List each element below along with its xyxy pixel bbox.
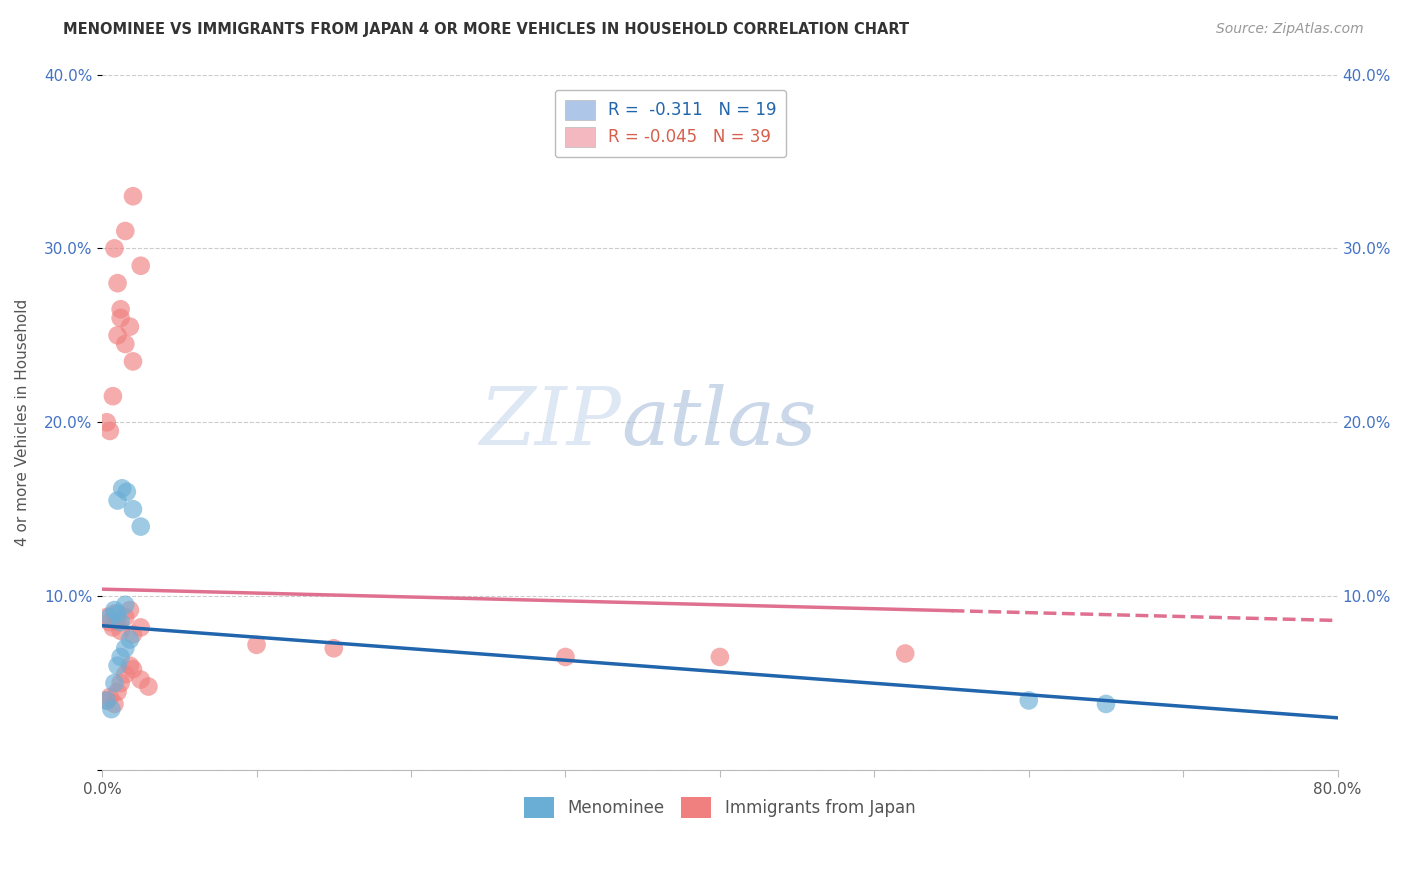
Point xyxy=(98,424,121,438)
Point xyxy=(96,693,118,707)
Point xyxy=(118,658,141,673)
Point xyxy=(1095,697,1118,711)
Point xyxy=(554,650,576,665)
Point xyxy=(129,259,152,273)
Point xyxy=(103,607,125,621)
Point xyxy=(96,693,118,707)
Text: Source: ZipAtlas.com: Source: ZipAtlas.com xyxy=(1216,22,1364,37)
Point xyxy=(110,624,132,638)
Point xyxy=(96,610,118,624)
Point xyxy=(107,658,129,673)
Point xyxy=(111,481,134,495)
Point xyxy=(894,647,917,661)
Point xyxy=(101,620,124,634)
Point xyxy=(114,337,136,351)
Point xyxy=(107,493,129,508)
Y-axis label: 4 or more Vehicles in Household: 4 or more Vehicles in Household xyxy=(15,299,30,546)
Point xyxy=(122,627,145,641)
Point xyxy=(100,702,122,716)
Point xyxy=(122,662,145,676)
Point xyxy=(110,650,132,665)
Text: ZIP: ZIP xyxy=(479,384,621,461)
Point xyxy=(114,641,136,656)
Point xyxy=(103,241,125,255)
Legend: Menominee, Immigrants from Japan: Menominee, Immigrants from Japan xyxy=(517,790,922,824)
Point xyxy=(118,603,141,617)
Point xyxy=(107,328,129,343)
Point xyxy=(110,302,132,317)
Point xyxy=(107,615,129,630)
Point xyxy=(107,276,129,290)
Text: atlas: atlas xyxy=(621,384,817,461)
Point xyxy=(103,697,125,711)
Text: MENOMINEE VS IMMIGRANTS FROM JAPAN 4 OR MORE VEHICLES IN HOUSEHOLD CORRELATION C: MENOMINEE VS IMMIGRANTS FROM JAPAN 4 OR … xyxy=(63,22,910,37)
Point xyxy=(107,685,129,699)
Point xyxy=(107,607,129,621)
Point xyxy=(138,680,160,694)
Point xyxy=(122,502,145,516)
Point xyxy=(322,641,344,656)
Point xyxy=(103,676,125,690)
Point xyxy=(114,667,136,681)
Point xyxy=(709,650,731,665)
Point xyxy=(110,676,132,690)
Point xyxy=(122,354,145,368)
Point xyxy=(122,189,145,203)
Point xyxy=(98,610,121,624)
Point xyxy=(115,484,138,499)
Point xyxy=(245,638,267,652)
Point xyxy=(98,615,121,630)
Point xyxy=(103,603,125,617)
Point xyxy=(118,632,141,647)
Point xyxy=(98,690,121,704)
Point xyxy=(110,310,132,325)
Point xyxy=(118,319,141,334)
Point xyxy=(101,389,124,403)
Point xyxy=(114,598,136,612)
Point xyxy=(110,615,132,630)
Point xyxy=(1018,693,1040,707)
Point xyxy=(114,610,136,624)
Point xyxy=(129,620,152,634)
Point xyxy=(114,224,136,238)
Point xyxy=(96,415,118,429)
Point xyxy=(129,519,152,533)
Point xyxy=(129,673,152,687)
